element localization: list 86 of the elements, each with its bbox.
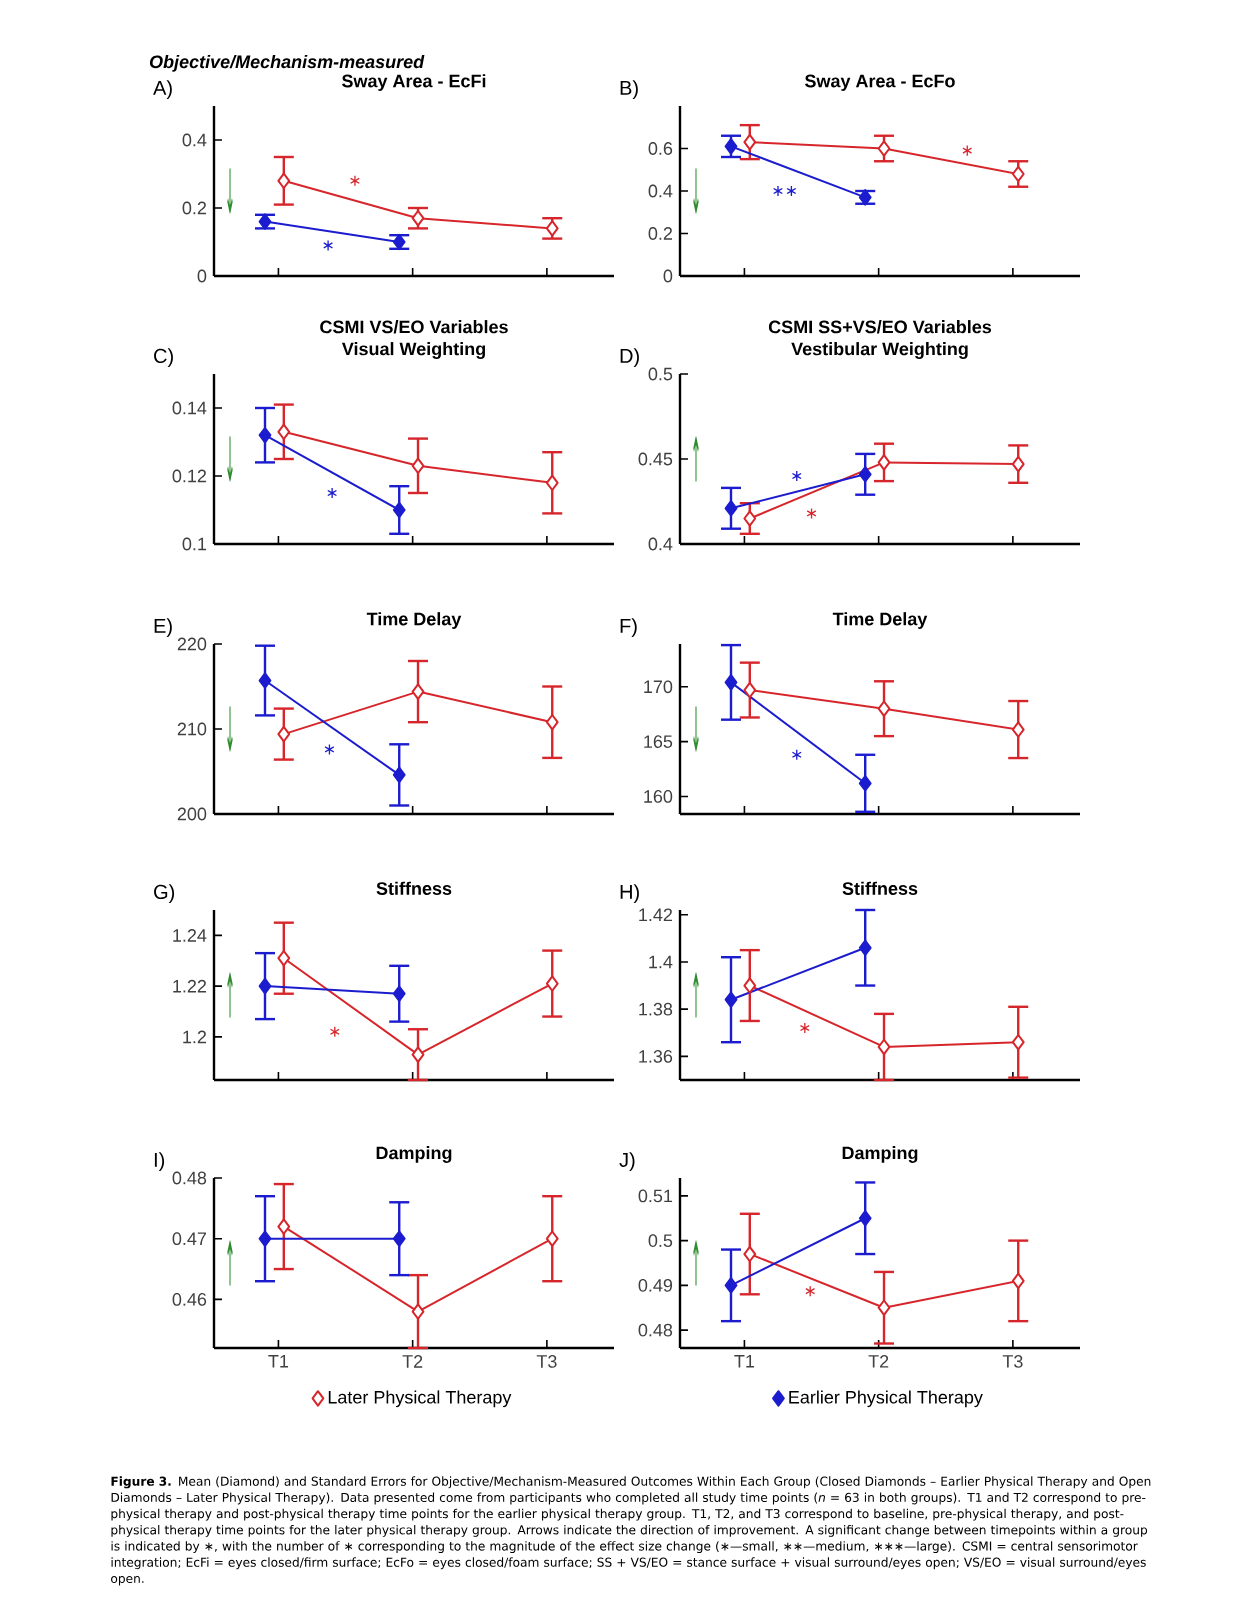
annotation: ∗	[962, 145, 972, 156]
text: F)	[620, 618, 637, 637]
y-tick-label: 220	[177, 637, 207, 651]
annotation: ∗	[792, 470, 802, 482]
y-tick-label: 0.49	[638, 1278, 673, 1292]
annotation: ↓	[693, 168, 699, 214]
annotation: ∗	[350, 175, 360, 186]
y-tick-label: 1.42	[639, 908, 673, 921]
chart-subtitle: Visual Weighting	[341, 342, 485, 359]
y-tick-label: 0.47	[172, 1232, 207, 1246]
annotation: ∗	[323, 240, 333, 251]
y-tick-label: 165	[644, 735, 673, 748]
annotation: ∗	[324, 744, 335, 755]
y-tick-label: 0.48	[172, 1171, 207, 1185]
chart-title: Damping	[842, 1146, 918, 1163]
chart-title: CSMI VS/EO Variables	[320, 320, 508, 334]
annotation: ∗	[327, 487, 337, 499]
text: E)	[154, 618, 172, 637]
x-tick-label: T2	[402, 1355, 423, 1368]
text: D)	[620, 348, 639, 367]
text: A)	[153, 80, 172, 99]
annotation: ↓	[693, 706, 699, 752]
text: B)	[620, 80, 638, 99]
annotation: ∗	[800, 1023, 810, 1034]
chart-title: Stiffness	[376, 881, 452, 895]
annotation: ∗∗	[773, 185, 797, 197]
x-tick-label: T3	[536, 1355, 557, 1368]
y-tick-label: 160	[644, 790, 673, 803]
y-tick-label: 0.14	[172, 401, 207, 415]
y-tick-label: 0.48	[638, 1323, 673, 1337]
annotation: ↑	[693, 972, 699, 1018]
annotation: ∗	[806, 508, 817, 519]
y-tick-label: 1.24	[173, 929, 207, 942]
chart-title: Stiffness	[842, 881, 918, 895]
text: J)	[619, 1152, 635, 1171]
y-tick-label: 0.2	[648, 227, 673, 240]
chart-title: Sway Area - EcFi	[342, 74, 486, 91]
chart-title: CSMI SS+VS/EO Variables	[768, 320, 992, 334]
y-tick-label: 0.2	[182, 201, 207, 215]
chart-subtitle: Vestibular Weighting	[791, 342, 968, 359]
x-tick-label: T2	[868, 1355, 889, 1368]
y-tick-label: 0.5	[648, 367, 673, 381]
y-tick-label: 0	[197, 269, 207, 283]
annotation: ↑	[693, 1240, 699, 1286]
y-tick-label: 210	[177, 722, 207, 736]
y-tick-label: 0.46	[172, 1293, 207, 1306]
text: Objective/Mechanism-measured	[149, 54, 425, 72]
annotation: ∗	[330, 1026, 340, 1037]
y-tick-label: 200	[177, 807, 207, 821]
y-tick-label: 0.6	[648, 142, 673, 155]
x-tick-label: T3	[1002, 1355, 1023, 1368]
y-tick-label: 0	[663, 269, 673, 283]
y-tick-label: 1.38	[639, 1002, 673, 1016]
y-tick-label: 1.36	[639, 1050, 673, 1063]
annotation: ↑	[227, 1240, 233, 1286]
text: H)	[620, 884, 639, 903]
y-tick-label: 0.45	[638, 452, 673, 466]
y-tick-label: 0.4	[182, 133, 207, 147]
x-tick-label: T1	[734, 1355, 755, 1368]
annotation: ↑	[227, 972, 233, 1018]
text: C)	[154, 348, 173, 367]
y-tick-label: 0.12	[172, 469, 207, 483]
x-tick-label: T1	[268, 1355, 289, 1368]
chart-title: Damping	[376, 1146, 452, 1163]
annotation: ∗	[792, 749, 802, 760]
annotation: ↓	[227, 436, 233, 482]
annotation: ↓	[227, 168, 233, 214]
annotation: ∗	[805, 1286, 815, 1297]
y-tick-label: 170	[644, 680, 673, 694]
y-tick-label: 0.4	[648, 184, 673, 198]
chart-title: Time Delay	[366, 612, 462, 629]
chart-title: Time Delay	[832, 612, 928, 629]
y-tick-label: 1.22	[173, 979, 207, 993]
chart-title: Sway Area - EcFo	[804, 74, 955, 91]
y-tick-label: 0.51	[638, 1189, 673, 1203]
annotation: ↑	[693, 436, 699, 482]
y-tick-label: 1.2	[183, 1030, 207, 1044]
legend-label: Earlier Physical Therapy	[789, 1390, 983, 1408]
annotation: ↓	[227, 706, 233, 752]
y-tick-label: 0.1	[182, 537, 207, 551]
text: I)	[154, 1152, 165, 1171]
y-tick-label: 0.5	[648, 1234, 673, 1248]
y-tick-label: 0.4	[648, 537, 673, 551]
y-tick-label: 1.4	[649, 955, 673, 969]
legend-label: Later Physical Therapy	[328, 1390, 512, 1408]
text: G)	[154, 884, 175, 903]
